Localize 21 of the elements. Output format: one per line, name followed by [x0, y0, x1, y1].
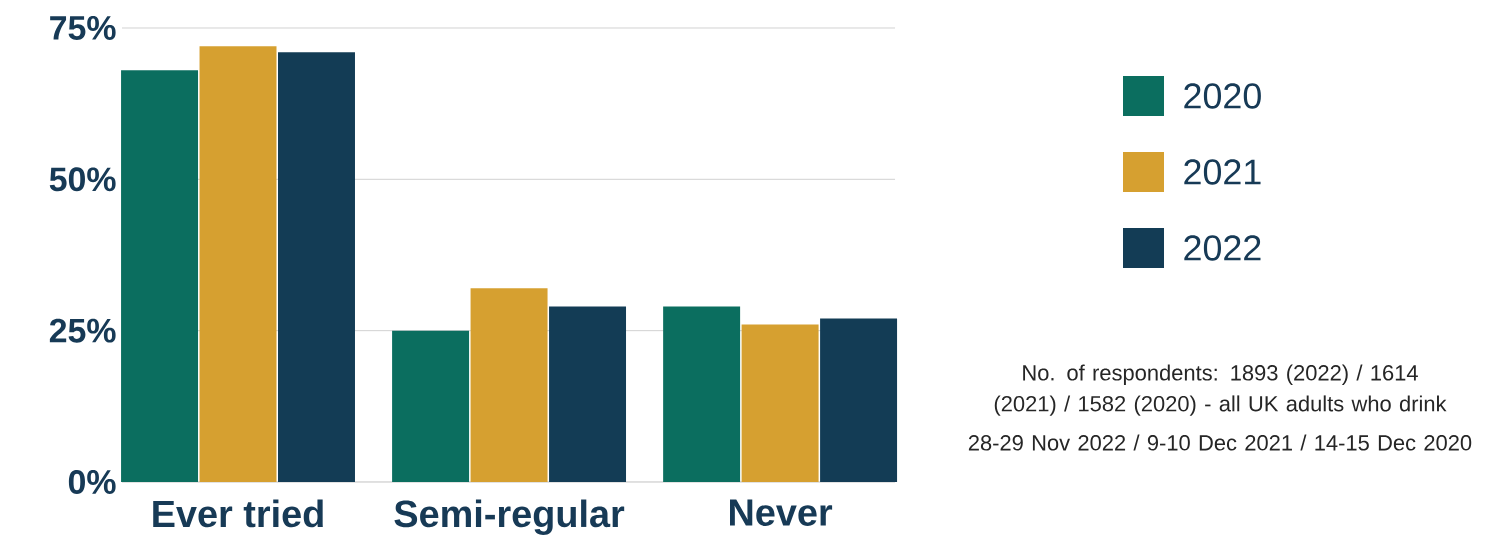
x-tick-label: Ever tried — [153, 499, 323, 528]
bar — [392, 330, 470, 482]
bar — [741, 324, 819, 482]
x-tick-label: Semi-regular — [394, 499, 625, 535]
y-tick-label: 25% — [49, 318, 116, 343]
y-tick-label: 0% — [68, 469, 116, 494]
text: No. of respondents: 1893 (2022) / 1614 (2021) / 1582 (2020) - all UK adults who drink — [994, 364, 1447, 416]
x-tick-label: Never — [730, 499, 833, 526]
bar — [549, 306, 627, 482]
bar — [820, 318, 898, 482]
bar — [199, 46, 277, 482]
bar — [278, 52, 355, 482]
y-tick-label: 75% — [50, 16, 116, 40]
legend-label: 2020 — [1184, 83, 1261, 109]
legend-label: 2021 — [1184, 159, 1261, 185]
legend-label: 2022 — [1184, 235, 1261, 261]
text: 28-29 Nov 2022 / 9-10 Dec 2021 / 14-15 Dec 2020 — [968, 434, 1472, 451]
y-tick-label: 50% — [49, 167, 116, 192]
bar — [470, 288, 548, 482]
bar — [663, 306, 741, 482]
bar — [121, 70, 199, 482]
